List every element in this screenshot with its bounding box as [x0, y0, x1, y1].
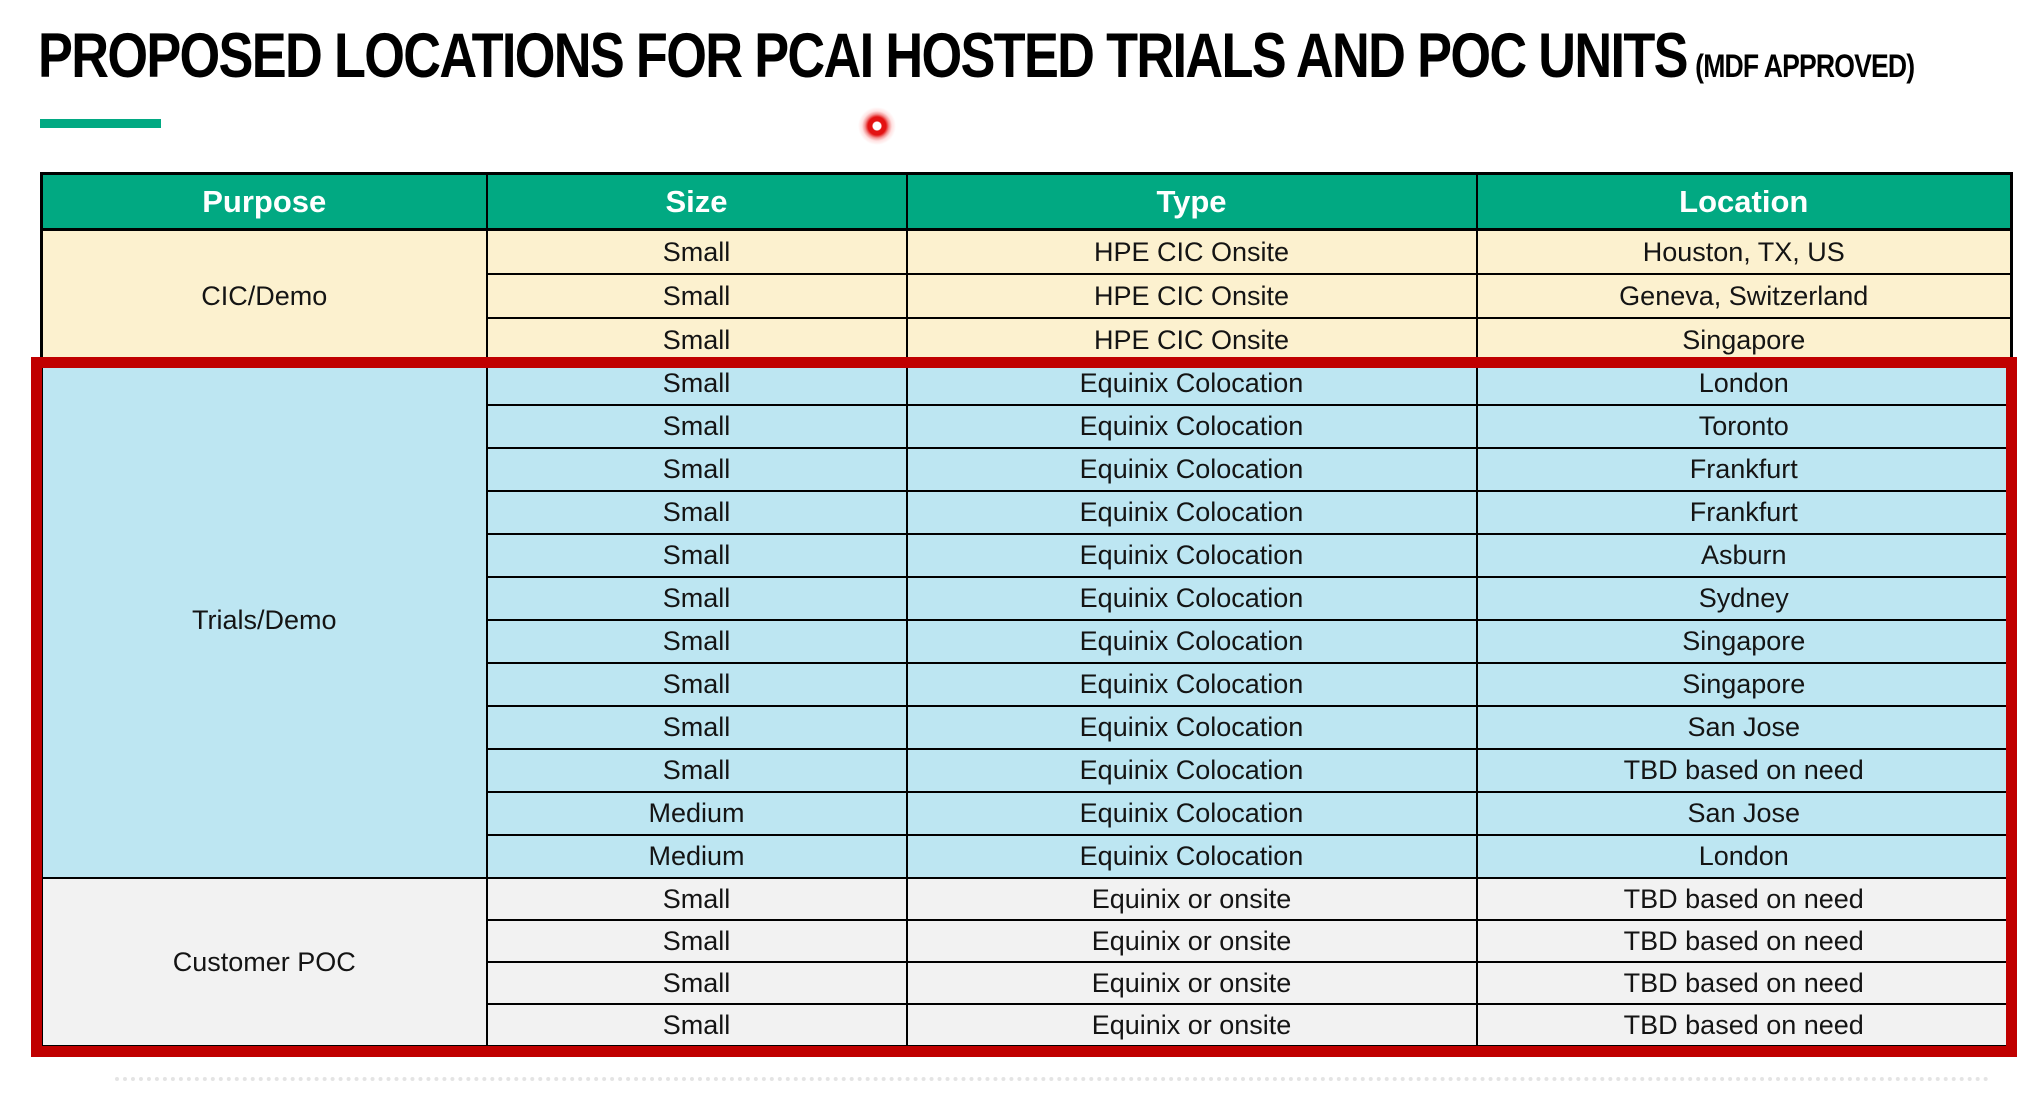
- location-cell: Singapore: [1475, 317, 2013, 363]
- table-header: Purpose Size Type Location: [40, 172, 2013, 231]
- laser-pointer-dot: [857, 106, 897, 146]
- size-cell: Small: [485, 361, 908, 406]
- slide-title: PROPOSED LOCATIONS FOR PCAI HOSTED TRIAL…: [38, 21, 1915, 91]
- type-cell: HPE CIC Onsite: [905, 228, 1478, 275]
- size-cell: Small: [485, 919, 908, 963]
- type-cell: Equinix Colocation: [905, 619, 1478, 664]
- type-cell: HPE CIC Onsite: [905, 317, 1478, 363]
- purpose-cell: Customer POC: [40, 877, 488, 1048]
- type-cell: Equinix or onsite: [905, 919, 1478, 963]
- location-cell: Asburn: [1475, 533, 2013, 578]
- location-cell: Sydney: [1475, 576, 2013, 621]
- type-cell: Equinix or onsite: [905, 1003, 1478, 1048]
- location-cell: San Jose: [1475, 705, 2013, 750]
- table-row: Trials/Demo Small Equinix Colocation London: [40, 361, 2013, 879]
- size-cell: Small: [485, 1003, 908, 1048]
- type-cell: Equinix Colocation: [905, 662, 1478, 707]
- table-row: Small Equinix or onsite TBD based on need: [42, 919, 2013, 963]
- type-cell: HPE CIC Onsite: [905, 273, 1478, 319]
- table-row: Medium Equinix Colocation London: [42, 834, 2013, 879]
- location-cell: Frankfurt: [1475, 447, 2013, 492]
- size-cell: Small: [485, 273, 908, 319]
- location-cell: Geneva, Switzerland: [1475, 273, 2013, 319]
- table-row: Small Equinix Colocation TBD based on need: [42, 748, 2013, 793]
- size-cell: Small: [485, 705, 908, 750]
- table-header-row: Purpose Size Type Location: [40, 172, 2013, 231]
- type-cell: Equinix or onsite: [905, 877, 1478, 921]
- location-cell: TBD based on need: [1475, 961, 2013, 1005]
- size-cell: Small: [485, 533, 908, 578]
- size-cell: Small: [485, 748, 908, 793]
- table-body: CIC/Demo Small HPE CIC Onsite Houston, TX, …: [40, 228, 2013, 1048]
- type-cell: Equinix Colocation: [905, 834, 1478, 879]
- table-row: Small Equinix or onsite TBD based on need: [42, 1003, 2013, 1048]
- title-accent-bar: [40, 119, 161, 128]
- type-cell: Equinix Colocation: [905, 361, 1478, 406]
- table-row: Small Equinix Colocation Singapore: [42, 619, 2013, 664]
- location-cell: TBD based on need: [1475, 748, 2013, 793]
- size-cell: Small: [485, 317, 908, 363]
- column-header-purpose: Purpose: [40, 172, 488, 231]
- type-cell: Equinix Colocation: [905, 705, 1478, 750]
- table-row: Medium Equinix Colocation San Jose: [42, 791, 2013, 836]
- size-cell: Small: [485, 447, 908, 492]
- locations-table: Purpose Size Type Location CIC/Demo Small HPE…: [40, 172, 2013, 1048]
- size-cell: Small: [485, 961, 908, 1005]
- purpose-cell: CIC/Demo: [40, 228, 488, 363]
- table-row: Small Equinix or onsite TBD based on need: [42, 961, 2013, 1005]
- location-cell: TBD based on need: [1475, 1003, 2013, 1048]
- location-cell: Frankfurt: [1475, 490, 2013, 535]
- size-cell: Small: [485, 576, 908, 621]
- type-cell: Equinix Colocation: [905, 576, 1478, 621]
- size-cell: Small: [485, 228, 908, 275]
- type-cell: Equinix Colocation: [905, 533, 1478, 578]
- table-row: Small Equinix Colocation Asburn: [42, 533, 2013, 578]
- type-cell: Equinix Colocation: [905, 447, 1478, 492]
- footer-dotted-line: [115, 1077, 1990, 1081]
- size-cell: Small: [485, 619, 908, 664]
- location-cell: San Jose: [1475, 791, 2013, 836]
- location-cell: TBD based on need: [1475, 877, 2013, 921]
- location-cell: Singapore: [1475, 619, 2013, 664]
- location-cell: London: [1475, 361, 2013, 406]
- slide-title-suffix: (MDF APPROVED): [1695, 48, 1915, 84]
- location-cell: Singapore: [1475, 662, 2013, 707]
- table-row: Small Equinix Colocation Frankfurt: [42, 447, 2013, 492]
- table-row: Small Equinix Colocation Toronto: [42, 404, 2013, 449]
- table-row: Small Equinix Colocation Sydney: [42, 576, 2013, 621]
- column-header-location: Location: [1475, 172, 2013, 231]
- table-row: Small Equinix Colocation Singapore: [42, 662, 2013, 707]
- location-cell: Houston, TX, US: [1475, 228, 2013, 275]
- size-cell: Small: [485, 404, 908, 449]
- type-cell: Equinix Colocation: [905, 791, 1478, 836]
- type-cell: Equinix Colocation: [905, 748, 1478, 793]
- location-cell: London: [1475, 834, 2013, 879]
- type-cell: Equinix Colocation: [905, 490, 1478, 535]
- size-cell: Small: [485, 662, 908, 707]
- slide-title-text: PROPOSED LOCATIONS FOR PCAI HOSTED TRIAL…: [38, 21, 1689, 91]
- column-header-type: Type: [905, 172, 1478, 231]
- table-row: Small HPE CIC Onsite Singapore: [42, 317, 2013, 363]
- size-cell: Small: [485, 490, 908, 535]
- purpose-cell: Trials/Demo: [40, 361, 488, 879]
- type-cell: Equinix or onsite: [905, 961, 1478, 1005]
- table-row: CIC/Demo Small HPE CIC Onsite Houston, TX, …: [40, 228, 2013, 363]
- location-cell: TBD based on need: [1475, 919, 2013, 963]
- table-row: Small Equinix Colocation San Jose: [42, 705, 2013, 750]
- location-cell: Toronto: [1475, 404, 2013, 449]
- type-cell: Equinix Colocation: [905, 404, 1478, 449]
- size-cell: Medium: [485, 834, 908, 879]
- size-cell: Medium: [485, 791, 908, 836]
- table-row: Small HPE CIC Onsite Geneva, Switzerland: [42, 273, 2013, 319]
- table-row: Customer POC Small Equinix or onsite TBD ba…: [40, 877, 2013, 1048]
- column-header-size: Size: [485, 172, 908, 231]
- table-row: Small Equinix Colocation Frankfurt: [42, 490, 2013, 535]
- size-cell: Small: [485, 877, 908, 921]
